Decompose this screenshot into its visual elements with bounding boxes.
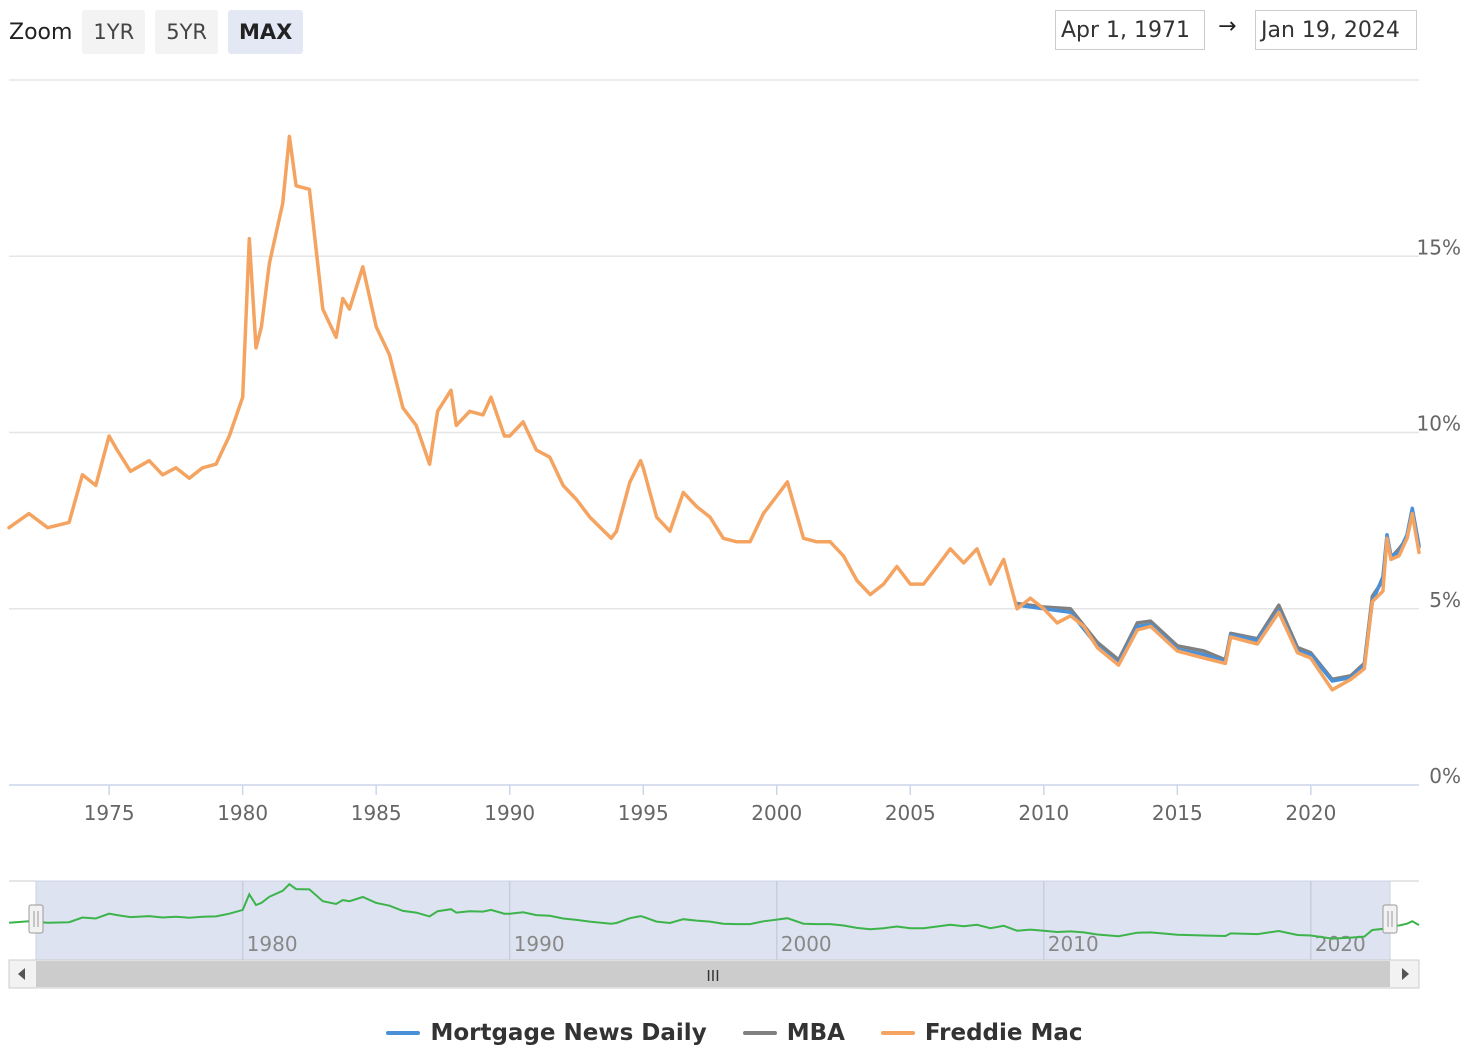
range-from-input[interactable]: Apr 1, 1971	[1055, 10, 1205, 50]
scroll-right-icon[interactable]	[1402, 968, 1409, 980]
series-lines	[7, 134, 1421, 692]
x-axis: 1975 1980 1985 1990 1995 2000 2005 2010 2015 2020	[84, 785, 1336, 825]
y-tick-label: 5%	[1429, 588, 1461, 612]
y-tick-label: 0%	[1429, 764, 1461, 788]
x-tick-label: 2005	[885, 801, 936, 825]
x-tick-label: 1980	[217, 801, 268, 825]
legend-swatch	[880, 1031, 915, 1035]
navigator-left-handle[interactable]	[28, 904, 44, 934]
navigator-mask	[35, 880, 1391, 961]
navigator-label: 2010	[1048, 932, 1099, 956]
legend: Mortgage News Daily MBA Freddie Mac	[0, 1010, 1469, 1056]
legend-label: Mortgage News Daily	[430, 1020, 707, 1046]
legend-label: MBA	[786, 1020, 845, 1046]
chart: 1975 1980 1985 1990 1995 2000 2005 2010 2015 2020…	[7, 79, 1461, 989]
navigator-label: 2020	[1315, 932, 1366, 956]
range-arrow-icon: →	[1218, 14, 1237, 39]
legend-item-freddie-mac[interactable]: Freddie Mac	[880, 1020, 1083, 1046]
navigator-label: 1980	[247, 932, 298, 956]
navigator-label: 2000	[781, 932, 832, 956]
x-tick-label: 1975	[84, 801, 135, 825]
handle-body	[1382, 904, 1398, 934]
scrollbar-grip-icon: III	[706, 967, 719, 985]
x-tick-label: 1990	[484, 801, 535, 825]
x-tick-label: 2010	[1018, 801, 1069, 825]
legend-swatch	[742, 1031, 777, 1035]
x-tick-label: 1995	[618, 801, 669, 825]
navigator-right-handle[interactable]	[1382, 904, 1398, 934]
zoom-max-button[interactable]: MAX	[227, 10, 304, 54]
legend-item-mba[interactable]: MBA	[742, 1020, 845, 1046]
grid	[9, 79, 1419, 786]
x-tick-label: 2020	[1285, 801, 1336, 825]
x-tick-label: 1985	[351, 801, 402, 825]
x-tick-label: 2015	[1152, 801, 1203, 825]
navigator-label: 1990	[514, 932, 565, 956]
handle-body	[28, 904, 44, 934]
zoom-5yr-button[interactable]: 5YR	[155, 10, 218, 54]
legend-label: Freddie Mac	[924, 1020, 1083, 1046]
y-tick-label: 15%	[1417, 235, 1461, 259]
zoom-bar: Zoom 1YR 5YR MAX	[0, 10, 313, 54]
legend-swatch	[386, 1031, 421, 1035]
scroll-left-icon[interactable]	[18, 968, 25, 980]
series-line-mba	[1015, 511, 1421, 682]
y-tick-label: 10%	[1417, 412, 1461, 436]
zoom-label: Zoom	[9, 19, 73, 45]
zoom-1yr-button[interactable]: 1YR	[82, 10, 146, 54]
navigator[interactable]: 1980 1990 2000 2010 2020 III	[8, 880, 1420, 989]
legend-item-mortgage-news-daily[interactable]: Mortgage News Daily	[386, 1020, 707, 1046]
y-axis: 0% 5% 10% 15%	[1417, 235, 1461, 788]
range-to-input[interactable]: Jan 19, 2024	[1255, 10, 1417, 50]
x-tick-label: 2000	[751, 801, 802, 825]
scrollbar-thumb[interactable]	[36, 961, 1390, 987]
navigator-series-line	[8, 882, 1420, 940]
series-line-freddie-mac	[7, 134, 1421, 692]
